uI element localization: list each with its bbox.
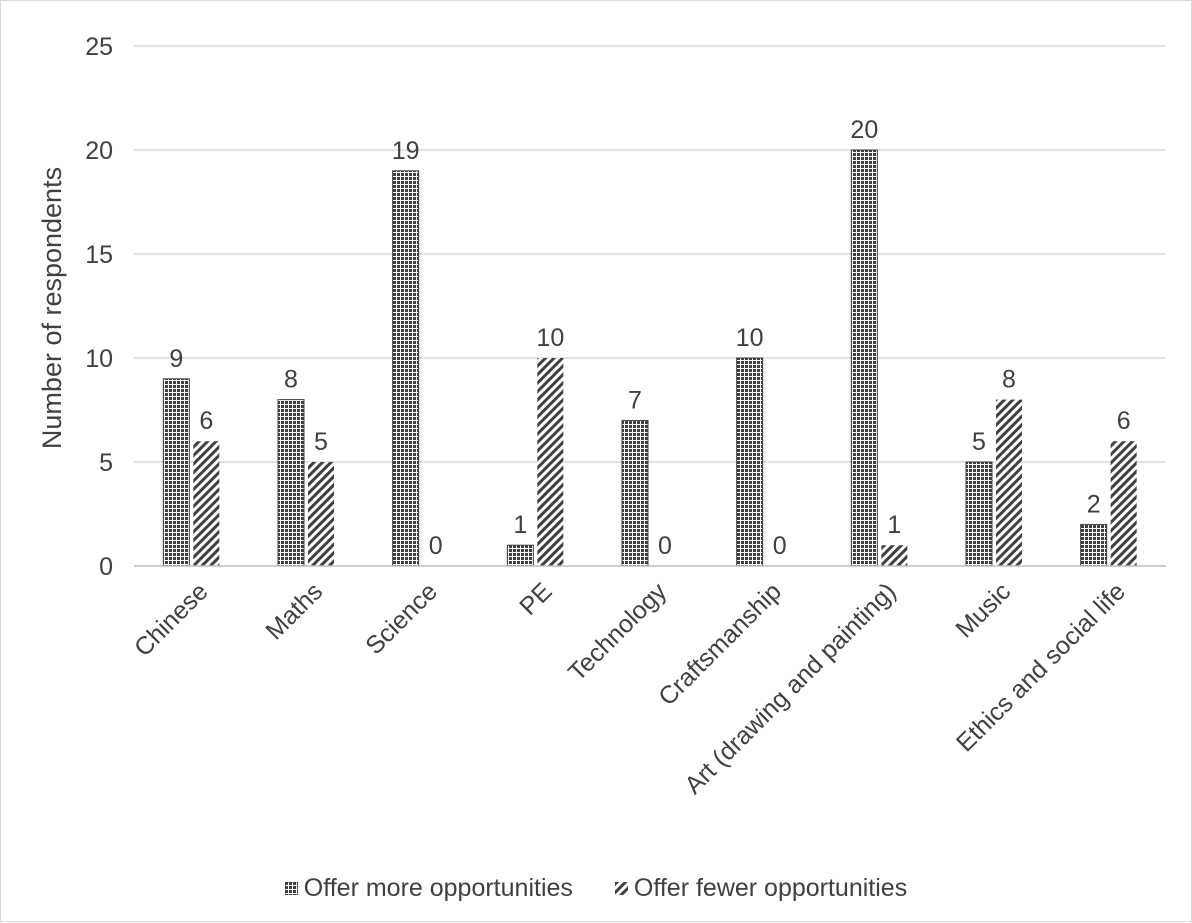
data-label-more: 10	[736, 324, 764, 352]
y-axis-label: Number of respondents	[37, 167, 67, 449]
legend-item-fewer: Offer fewer opportunities	[614, 874, 908, 903]
data-label-more: 8	[284, 366, 298, 394]
bar-more	[965, 461, 993, 567]
data-label-fewer: 8	[1002, 366, 1016, 394]
bar-more	[621, 419, 649, 567]
data-label-more: 7	[628, 386, 642, 414]
bar-fewer	[996, 399, 1022, 566]
y-tick-label: 10	[85, 345, 113, 373]
legend-swatch-hatch-icon	[614, 882, 628, 895]
x-tick-label: Music	[950, 577, 1016, 643]
bars	[162, 149, 1137, 567]
x-tick-label: Chinese	[129, 577, 214, 662]
data-label-fewer: 6	[1117, 407, 1131, 435]
x-tick-label: Art (drawing and painting)	[679, 577, 901, 799]
bar-more	[392, 170, 420, 567]
bar-fewer	[1110, 441, 1137, 566]
bar-more	[1080, 523, 1108, 567]
bar-fewer	[881, 545, 908, 566]
data-label-more: 19	[392, 137, 420, 165]
legend-label-fewer: Offer fewer opportunities	[633, 874, 908, 902]
y-tick-label: 0	[99, 553, 113, 581]
bar-more	[162, 378, 190, 567]
bar-more	[736, 357, 764, 567]
data-label-fewer: 0	[773, 532, 787, 560]
bar-more	[506, 544, 534, 567]
x-tick-label: Science	[360, 577, 443, 660]
y-tick-label: 25	[85, 33, 113, 61]
data-label-fewer: 6	[199, 407, 213, 435]
data-label-fewer: 0	[429, 532, 443, 560]
bar-fewer	[193, 441, 220, 566]
x-tick-label: Maths	[260, 577, 328, 645]
data-label-more: 20	[850, 116, 878, 144]
data-labels: 9 6 8 5 19 0 1 10 7 0 10 0 20 1 5 8 2 6	[169, 116, 1130, 560]
data-label-fewer: 0	[658, 532, 672, 560]
bar-fewer	[537, 358, 564, 566]
bar-more	[850, 149, 878, 567]
y-axis-tick-labels: 0 5 10 15 20 25	[85, 33, 113, 581]
x-tick-label: Technology	[563, 577, 673, 687]
legend: Offer more opportunities Offer fewer opp…	[1, 874, 1191, 903]
gridlines	[134, 45, 1166, 463]
y-tick-label: 15	[85, 241, 113, 269]
data-label-more: 2	[1087, 490, 1101, 518]
y-tick-label: 5	[99, 449, 113, 477]
legend-label-more: Offer more opportunities	[303, 874, 573, 902]
bar-more	[277, 399, 305, 567]
data-label-more: 1	[513, 511, 527, 539]
y-tick-label: 20	[85, 137, 113, 165]
data-label-more: 9	[169, 345, 183, 373]
bar-fewer	[308, 462, 334, 566]
data-label-more: 5	[972, 428, 986, 456]
x-axis-tick-labels: Chinese Maths Science PE TechnologyCraftsman…	[129, 577, 1131, 800]
data-label-fewer: 10	[536, 324, 564, 352]
x-tick-label: PE	[514, 577, 557, 620]
data-label-fewer: 5	[314, 428, 328, 456]
legend-swatch-dots-icon	[284, 882, 298, 895]
data-label-fewer: 1	[887, 511, 901, 539]
legend-item-more: Offer more opportunities	[284, 874, 573, 903]
